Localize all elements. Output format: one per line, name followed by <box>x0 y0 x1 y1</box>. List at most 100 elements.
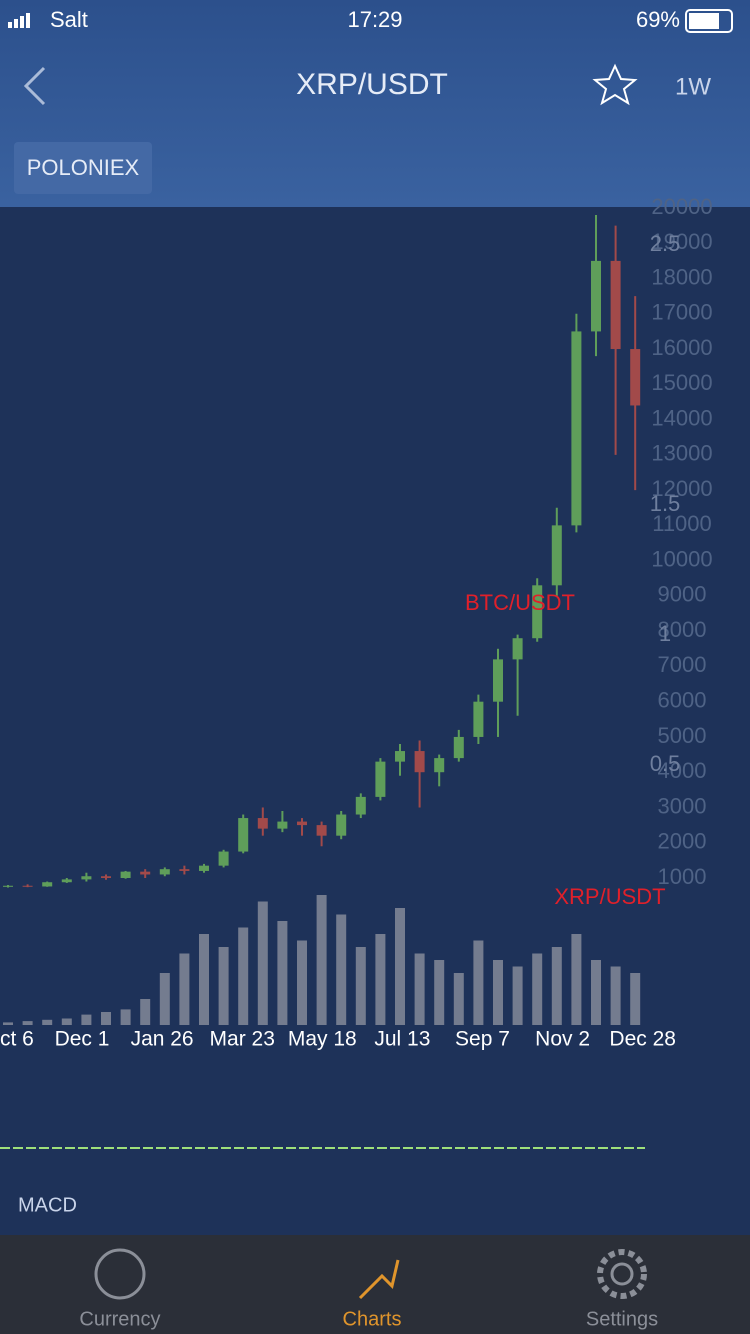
candle-body <box>512 638 523 660</box>
candle-body <box>22 885 33 887</box>
signal <box>8 13 30 28</box>
favorite-star[interactable] <box>592 63 638 106</box>
tab-label[interactable]: Currency <box>79 1308 160 1330</box>
annotation: BTC/USDT <box>465 590 575 615</box>
volume-bar <box>140 999 151 1025</box>
y-tick-label: 5000 <box>658 723 707 748</box>
candle-body <box>120 871 131 878</box>
exchange-button[interactable]: POLONIEX <box>27 155 140 180</box>
volume-bar <box>159 973 170 1025</box>
volume-bar <box>257 901 268 1025</box>
candle-body <box>336 814 347 836</box>
candle-body <box>81 876 92 880</box>
back-button[interactable] <box>23 66 46 106</box>
candle-body <box>218 851 229 866</box>
candle-body <box>630 349 641 406</box>
x-tick-label: Nov 2 <box>535 1028 590 1051</box>
nav-title: XRP/USDT <box>296 68 448 101</box>
volume-bar <box>630 973 641 1025</box>
interval-button[interactable]: 1W <box>675 73 711 100</box>
y-tick-label: 13000 <box>651 441 712 466</box>
candle-body <box>395 751 405 762</box>
volume-bar <box>277 921 288 1025</box>
volume-bar <box>434 960 445 1025</box>
y-tick-label: 1000 <box>658 864 707 889</box>
volume-bar <box>3 1022 13 1025</box>
candle-body <box>140 871 151 875</box>
y-tick-label: 12000 <box>651 476 712 501</box>
x-tick-label: Sep 7 <box>455 1028 510 1051</box>
volume-bar <box>591 960 601 1025</box>
y-tick-label: 6000 <box>658 687 707 712</box>
x-tick-label: Dec 28 <box>609 1028 676 1051</box>
candle-body <box>101 876 111 878</box>
carrier: Salt <box>50 7 88 32</box>
chart-bg <box>0 207 750 1235</box>
y2-tick-label: 1 <box>659 621 671 646</box>
candle-body <box>257 818 268 829</box>
battery-icon <box>685 9 733 33</box>
volume-bar <box>414 953 425 1025</box>
volume-bar <box>336 914 347 1025</box>
volume-bar <box>571 934 582 1025</box>
macd-label: MACD <box>18 1194 77 1216</box>
candle-body <box>3 885 13 887</box>
candle-body <box>238 818 249 852</box>
tab-label[interactable]: Settings <box>586 1308 658 1330</box>
settings-icon[interactable] <box>597 1249 647 1299</box>
exchange-button-bg[interactable] <box>14 142 152 194</box>
y-tick-label: 9000 <box>658 582 707 607</box>
volume-bar <box>316 895 327 1025</box>
candle-body <box>571 331 582 526</box>
y-tick-label: 4000 <box>658 758 707 783</box>
candle-body <box>591 260 601 332</box>
charts-icon[interactable] <box>358 1259 400 1300</box>
candle-body <box>179 869 190 871</box>
volume-bar <box>61 1018 72 1025</box>
settings-icon-core <box>610 1262 634 1286</box>
battery-fill <box>689 13 719 29</box>
volume-bar <box>101 1012 111 1025</box>
candle-body <box>473 701 484 737</box>
candle-body <box>159 869 170 875</box>
y-tick-label: 16000 <box>651 335 712 360</box>
candle-body <box>61 879 72 883</box>
y-tick-label: 11000 <box>652 511 712 536</box>
y-tick-label: 18000 <box>651 264 712 289</box>
candle-body <box>453 736 464 759</box>
x-tick-label: Jul 13 <box>374 1028 430 1051</box>
y2-tick-label: 1.5 <box>650 491 681 516</box>
volume-bar <box>42 1019 53 1025</box>
volume-bar <box>493 960 503 1025</box>
candle-body <box>199 865 209 871</box>
volume-bar <box>551 947 562 1025</box>
volume-bar <box>512 966 523 1025</box>
y-tick-label: 7000 <box>658 652 707 677</box>
candle-body <box>42 882 53 887</box>
volume-bar <box>81 1014 92 1025</box>
volume-bar <box>395 908 405 1025</box>
annotation: XRP/USDT <box>554 884 665 909</box>
x-tick-label: Dec 1 <box>55 1028 110 1051</box>
candle-body <box>610 260 621 350</box>
battery-level: 69% <box>636 7 680 32</box>
y-tick-label: 3000 <box>658 793 707 818</box>
y-tick-label: 20000 <box>651 194 712 219</box>
y-tick-label: 8000 <box>658 617 707 642</box>
candle-body <box>493 659 503 702</box>
volume-bar <box>375 934 386 1025</box>
y-tick-label: 14000 <box>651 405 712 430</box>
x-tick-label: Jan 26 <box>131 1028 194 1051</box>
candle-body <box>414 751 425 773</box>
candle-body <box>434 758 445 773</box>
volume-bar <box>453 973 464 1025</box>
tab-label[interactable]: Charts <box>343 1308 402 1330</box>
volume-bar <box>610 966 621 1025</box>
candle-body <box>375 761 386 797</box>
x-tick-label: Mar 23 <box>210 1028 275 1051</box>
volume-bar <box>238 927 249 1025</box>
currency-icon[interactable] <box>94 1248 146 1300</box>
volume-bar <box>179 953 190 1025</box>
y2-tick-label: 2.5 <box>650 231 681 256</box>
